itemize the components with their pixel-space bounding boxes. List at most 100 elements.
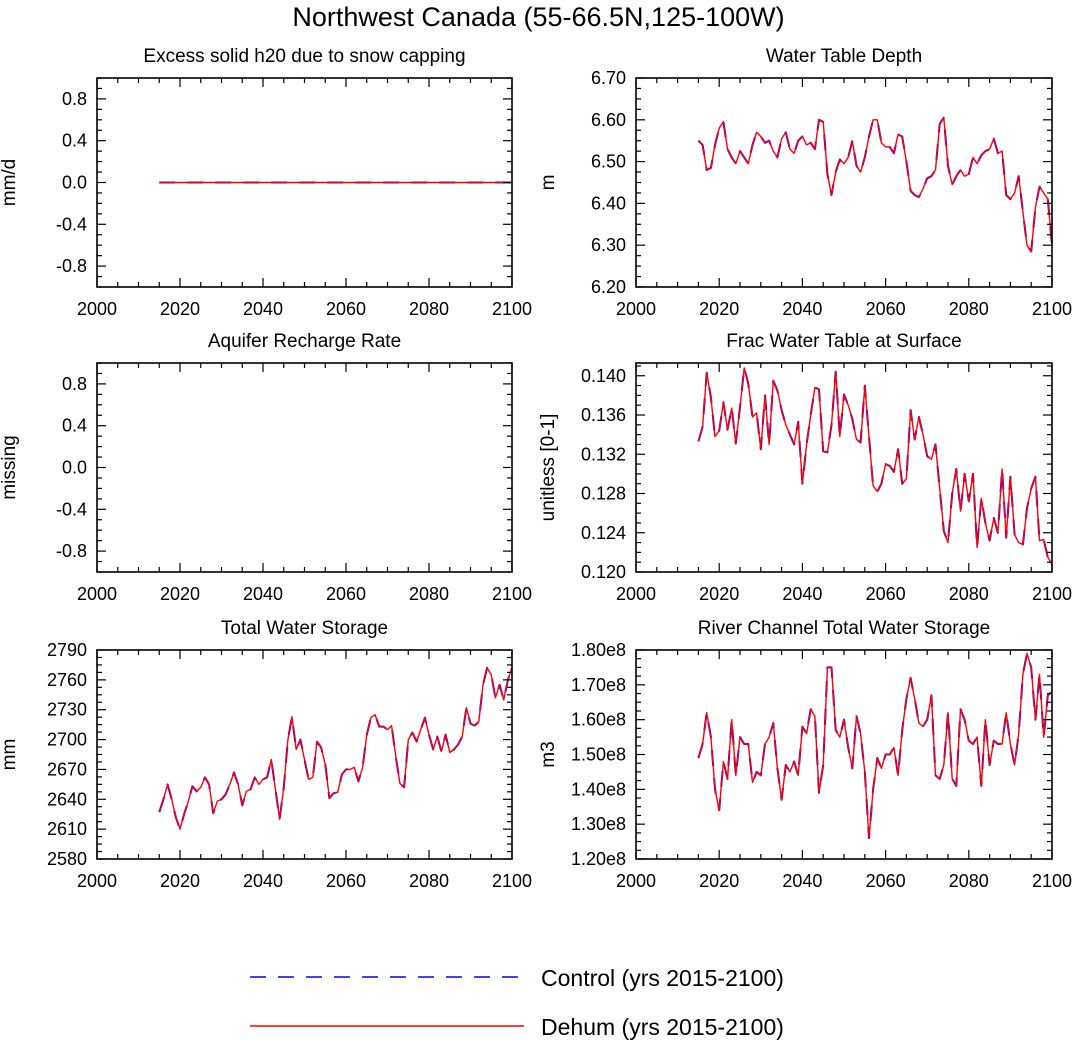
y-axis-label: m bbox=[538, 175, 559, 191]
x-tick-label: 2060 bbox=[866, 584, 906, 604]
x-tick-label: 2020 bbox=[160, 871, 200, 891]
plot-frame bbox=[96, 649, 513, 860]
y-tick-label: 0.4 bbox=[62, 131, 87, 151]
y-tick-label: 6.70 bbox=[591, 68, 626, 88]
y-tick-label: 2700 bbox=[47, 730, 87, 750]
x-tick-label: 2060 bbox=[326, 871, 366, 891]
x-tick-label: 2020 bbox=[699, 584, 739, 604]
y-axis-label: unitless [0-1] bbox=[538, 414, 559, 522]
y-tick-label: 6.20 bbox=[591, 277, 626, 297]
legend bbox=[250, 976, 524, 1027]
series-line-dehum bbox=[158, 666, 513, 830]
x-tick-label: 2080 bbox=[409, 299, 449, 319]
y-tick-label: 1.40e8 bbox=[571, 779, 626, 799]
legend-label-control: Control (yrs 2015-2100) bbox=[541, 965, 784, 991]
x-tick-label: 2040 bbox=[243, 871, 283, 891]
x-tick-label: 2100 bbox=[492, 871, 532, 891]
y-tick-label: 0.4 bbox=[62, 416, 87, 436]
y-tick-label: -0.8 bbox=[56, 541, 87, 561]
x-tick-label: 2080 bbox=[949, 871, 989, 891]
y-tick-label: 2640 bbox=[47, 789, 87, 809]
y-axis-label: mm/d bbox=[0, 159, 20, 207]
y-tick-label: -0.4 bbox=[56, 214, 87, 234]
x-tick-label: 2100 bbox=[492, 584, 532, 604]
series-line-control bbox=[697, 116, 1053, 253]
y-tick-label: 6.30 bbox=[591, 235, 626, 255]
x-tick-label: 2040 bbox=[243, 584, 283, 604]
y-tick-label: 6.50 bbox=[591, 152, 626, 172]
series-line-dehum bbox=[697, 116, 1053, 253]
series-line-dehum bbox=[697, 652, 1053, 839]
chart-title: Total Water Storage bbox=[221, 618, 388, 639]
plot-frame bbox=[96, 362, 513, 573]
x-tick-label: 2100 bbox=[492, 299, 532, 319]
x-tick-label: 2060 bbox=[866, 299, 906, 319]
x-tick-label: 2000 bbox=[77, 584, 117, 604]
x-tick-label: 2000 bbox=[616, 871, 656, 891]
legend-label-dehum: Dehum (yrs 2015-2100) bbox=[541, 1014, 784, 1040]
x-tick-label: 2080 bbox=[949, 584, 989, 604]
y-tick-label: 6.60 bbox=[591, 110, 626, 130]
y-tick-label: 0.8 bbox=[62, 89, 87, 109]
y-axis-label: mm bbox=[0, 739, 20, 771]
x-tick-label: 2020 bbox=[160, 299, 200, 319]
chart-title: Aquifer Recharge Rate bbox=[208, 331, 401, 352]
x-tick-label: 2100 bbox=[1032, 871, 1072, 891]
x-tick-label: 2100 bbox=[1032, 299, 1072, 319]
x-tick-label: 2040 bbox=[782, 584, 822, 604]
series-line-control bbox=[697, 366, 1053, 565]
y-tick-label: -0.4 bbox=[56, 499, 87, 519]
x-tick-label: 2040 bbox=[243, 299, 283, 319]
y-tick-label: 2790 bbox=[47, 640, 87, 660]
y-tick-label: 0.0 bbox=[62, 458, 87, 478]
x-tick-label: 2080 bbox=[949, 299, 989, 319]
y-axis-label: missing bbox=[0, 435, 20, 499]
chart-panel-3: Aquifer Recharge Rate missing 2000 2020 2040… bbox=[0, 331, 532, 604]
x-tick-label: 2000 bbox=[77, 871, 117, 891]
x-tick-label: 2000 bbox=[77, 299, 117, 319]
y-tick-label: 0.128 bbox=[581, 484, 626, 504]
y-tick-label: -0.8 bbox=[56, 256, 87, 276]
y-tick-label: 0.0 bbox=[62, 173, 87, 193]
y-tick-label: 2760 bbox=[47, 670, 87, 690]
y-tick-label: 1.60e8 bbox=[571, 710, 626, 730]
y-tick-label: 2670 bbox=[47, 759, 87, 779]
y-tick-label: 0.132 bbox=[581, 444, 626, 464]
x-tick-label: 2080 bbox=[409, 871, 449, 891]
y-tick-label: 0.8 bbox=[62, 374, 87, 394]
x-tick-label: 2000 bbox=[616, 299, 656, 319]
series-line-dehum bbox=[697, 367, 1053, 565]
x-tick-label: 2060 bbox=[866, 871, 906, 891]
y-tick-label: 1.80e8 bbox=[571, 640, 626, 660]
y-axis-label: m3 bbox=[538, 741, 559, 767]
chart-panel-5: Total Water Storage mm 2000 2020 2040 2060 208… bbox=[0, 618, 532, 891]
y-tick-label: 2610 bbox=[47, 819, 87, 839]
y-tick-label: 0.124 bbox=[581, 523, 626, 543]
chart-title: Water Table Depth bbox=[766, 46, 922, 67]
x-tick-label: 2020 bbox=[699, 871, 739, 891]
series-line-control bbox=[697, 652, 1053, 840]
x-tick-label: 2020 bbox=[699, 299, 739, 319]
y-tick-label: 1.20e8 bbox=[571, 849, 626, 869]
chart-title: Frac Water Table at Surface bbox=[726, 331, 962, 352]
chart-panel-4: Frac Water Table at Surface unitless [0-1… bbox=[538, 331, 1072, 604]
y-tick-label: 2580 bbox=[47, 849, 87, 869]
chart-panel-1: Excess solid h20 due to snow capping mm/d… bbox=[0, 46, 532, 319]
y-tick-label: 1.70e8 bbox=[571, 675, 626, 695]
figure-title: Northwest Canada (55-66.5N,125-100W) bbox=[292, 2, 785, 32]
x-tick-label: 2040 bbox=[782, 871, 822, 891]
chart-panel-2: Water Table Depth m 2000 2020 2040 2060 2080 21… bbox=[538, 46, 1072, 319]
x-tick-label: 2060 bbox=[326, 584, 366, 604]
x-tick-label: 2080 bbox=[409, 584, 449, 604]
y-tick-label: 1.50e8 bbox=[571, 745, 626, 765]
chart-title: Excess solid h20 due to snow capping bbox=[143, 46, 465, 67]
x-tick-label: 2040 bbox=[782, 299, 822, 319]
x-tick-label: 2100 bbox=[1032, 584, 1072, 604]
x-tick-label: 2020 bbox=[160, 584, 200, 604]
y-tick-label: 0.136 bbox=[581, 405, 626, 425]
y-tick-label: 6.40 bbox=[591, 193, 626, 213]
y-tick-label: 2730 bbox=[47, 700, 87, 720]
x-tick-label: 2000 bbox=[616, 584, 656, 604]
y-tick-label: 0.140 bbox=[581, 366, 626, 386]
